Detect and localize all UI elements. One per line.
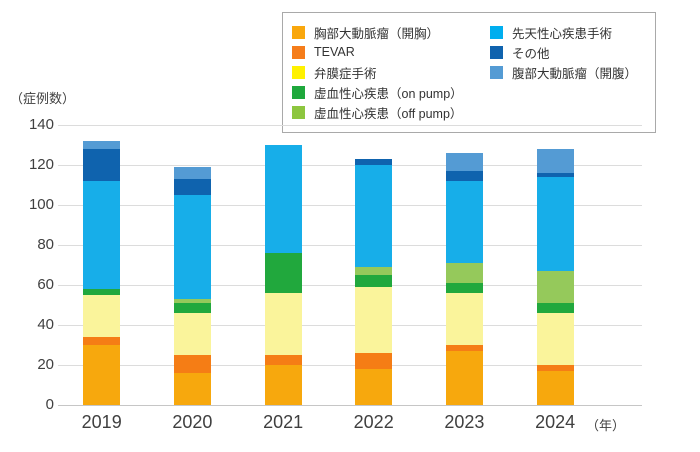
bar-segment <box>173 299 211 303</box>
gridline <box>58 285 642 286</box>
bar-segment <box>83 337 121 345</box>
legend-item: 虚血性心疾患（on pump） <box>292 82 463 102</box>
legend-item-label: 弁膜症手術 <box>314 66 377 81</box>
legend-swatch-icon <box>292 45 305 59</box>
legend-item: 腹部大動脈瘤（開腹） <box>490 62 637 82</box>
bar-segment <box>536 371 574 405</box>
gridline <box>58 165 642 166</box>
bar-segment <box>83 289 121 295</box>
bar-segment <box>355 369 393 405</box>
bar-segment <box>264 145 302 253</box>
bar-segment <box>264 293 302 355</box>
gridline <box>58 365 642 366</box>
bar-segment <box>355 275 393 287</box>
bar-segment <box>445 171 483 181</box>
y-axis-tick-label: 140 <box>28 116 54 133</box>
legend-swatch-icon <box>292 65 305 79</box>
bar-segment <box>83 141 121 149</box>
bar-segment <box>83 345 121 405</box>
bar-segment <box>445 283 483 293</box>
bar-segment <box>83 149 121 181</box>
bar-segment <box>355 353 393 369</box>
legend-item-label: 腹部大動脈瘤（開腹） <box>512 66 638 81</box>
legend-item: その他 <box>490 42 637 62</box>
legend-swatch-icon <box>292 85 305 99</box>
bar-segment <box>355 159 393 165</box>
bar-segment <box>173 167 211 179</box>
y-axis-tick-label: 120 <box>28 156 54 173</box>
gridline <box>58 245 642 246</box>
legend-swatch-icon <box>490 45 503 59</box>
bar-segment <box>355 267 393 275</box>
bar-segment <box>445 153 483 171</box>
bar-segment <box>355 287 393 353</box>
bar-segment <box>445 351 483 405</box>
legend-item: 胸部大動脈瘤（開胸） <box>292 22 463 42</box>
bar-segment <box>264 253 302 293</box>
gridline <box>58 125 642 126</box>
legend-item-label: 胸部大動脈瘤（開胸） <box>314 26 440 41</box>
y-axis-tick-label: 0 <box>45 396 54 413</box>
gridline <box>58 405 642 406</box>
bar-segment <box>536 313 574 365</box>
y-axis-tick-label: 100 <box>28 196 54 213</box>
bar-segment <box>173 373 211 405</box>
legend-item-label: TEVAR <box>314 45 355 59</box>
bar-segment <box>83 181 121 289</box>
legend-swatch-icon <box>292 105 305 119</box>
bar-segment <box>536 365 574 371</box>
legend-item-label: 先天性心疾患手術 <box>512 26 613 41</box>
bar-segment <box>355 165 393 267</box>
legend-item: 弁膜症手術 <box>292 62 463 82</box>
x-axis-category-label: 2023 <box>444 412 485 432</box>
bar-segment <box>536 149 574 173</box>
x-axis-category-label: 2021 <box>263 412 304 432</box>
x-axis-category-label: 2019 <box>81 412 122 432</box>
x-axis-category-label: 2020 <box>172 412 213 432</box>
bar-segment <box>264 355 302 365</box>
gridline <box>58 325 642 326</box>
bar-segment <box>536 173 574 177</box>
legend-swatch-icon <box>490 65 503 79</box>
legend-column-right: 先天性心疾患手術 その他腹部大動脈瘤（開腹） <box>490 22 637 82</box>
legend-column-left: 胸部大動脈瘤（開胸） TEVAR 弁膜症手術虚血性心疾患（on pump） 虚血性心疾… <box>292 22 463 122</box>
bar-segment <box>536 303 574 313</box>
x-axis-unit-label: （年） <box>586 418 626 433</box>
bar-segment <box>173 313 211 355</box>
bar-segment <box>445 263 483 283</box>
bar-segment <box>173 303 211 313</box>
legend-item: 虚血性心疾患（off pump） <box>292 102 463 122</box>
legend-item: TEVAR <box>292 42 463 62</box>
y-axis-tick-label: 40 <box>37 316 54 333</box>
legend-item-label: その他 <box>512 46 550 61</box>
bar-segment <box>83 295 121 337</box>
legend-item: 先天性心疾患手術 <box>490 22 637 42</box>
legend-swatch-icon <box>490 25 503 39</box>
bar-segment <box>173 179 211 195</box>
y-axis-title: （症例数） <box>10 91 76 106</box>
y-axis-tick-label: 80 <box>37 236 54 253</box>
legend-item-label: 虚血性心疾患（on pump） <box>314 86 463 101</box>
legend-item-label: 虚血性心疾患（off pump） <box>314 106 463 121</box>
bar-segment <box>445 345 483 351</box>
y-axis-tick-label: 20 <box>37 356 54 373</box>
bar-segment <box>445 293 483 345</box>
x-axis-category-label: 2022 <box>353 412 394 432</box>
bar-segment <box>536 177 574 271</box>
bar-segment <box>445 181 483 263</box>
bar-segment <box>173 355 211 373</box>
y-axis-tick-label: 60 <box>37 276 54 293</box>
legend-swatch-icon <box>292 25 305 39</box>
legend: 胸部大動脈瘤（開胸） TEVAR 弁膜症手術虚血性心疾患（on pump） 虚血性心疾… <box>282 12 656 133</box>
bar-segment <box>536 271 574 303</box>
x-axis-category-label: 2024 <box>535 412 576 432</box>
bar-segment <box>173 195 211 299</box>
gridline <box>58 205 642 206</box>
bar-segment <box>264 365 302 405</box>
